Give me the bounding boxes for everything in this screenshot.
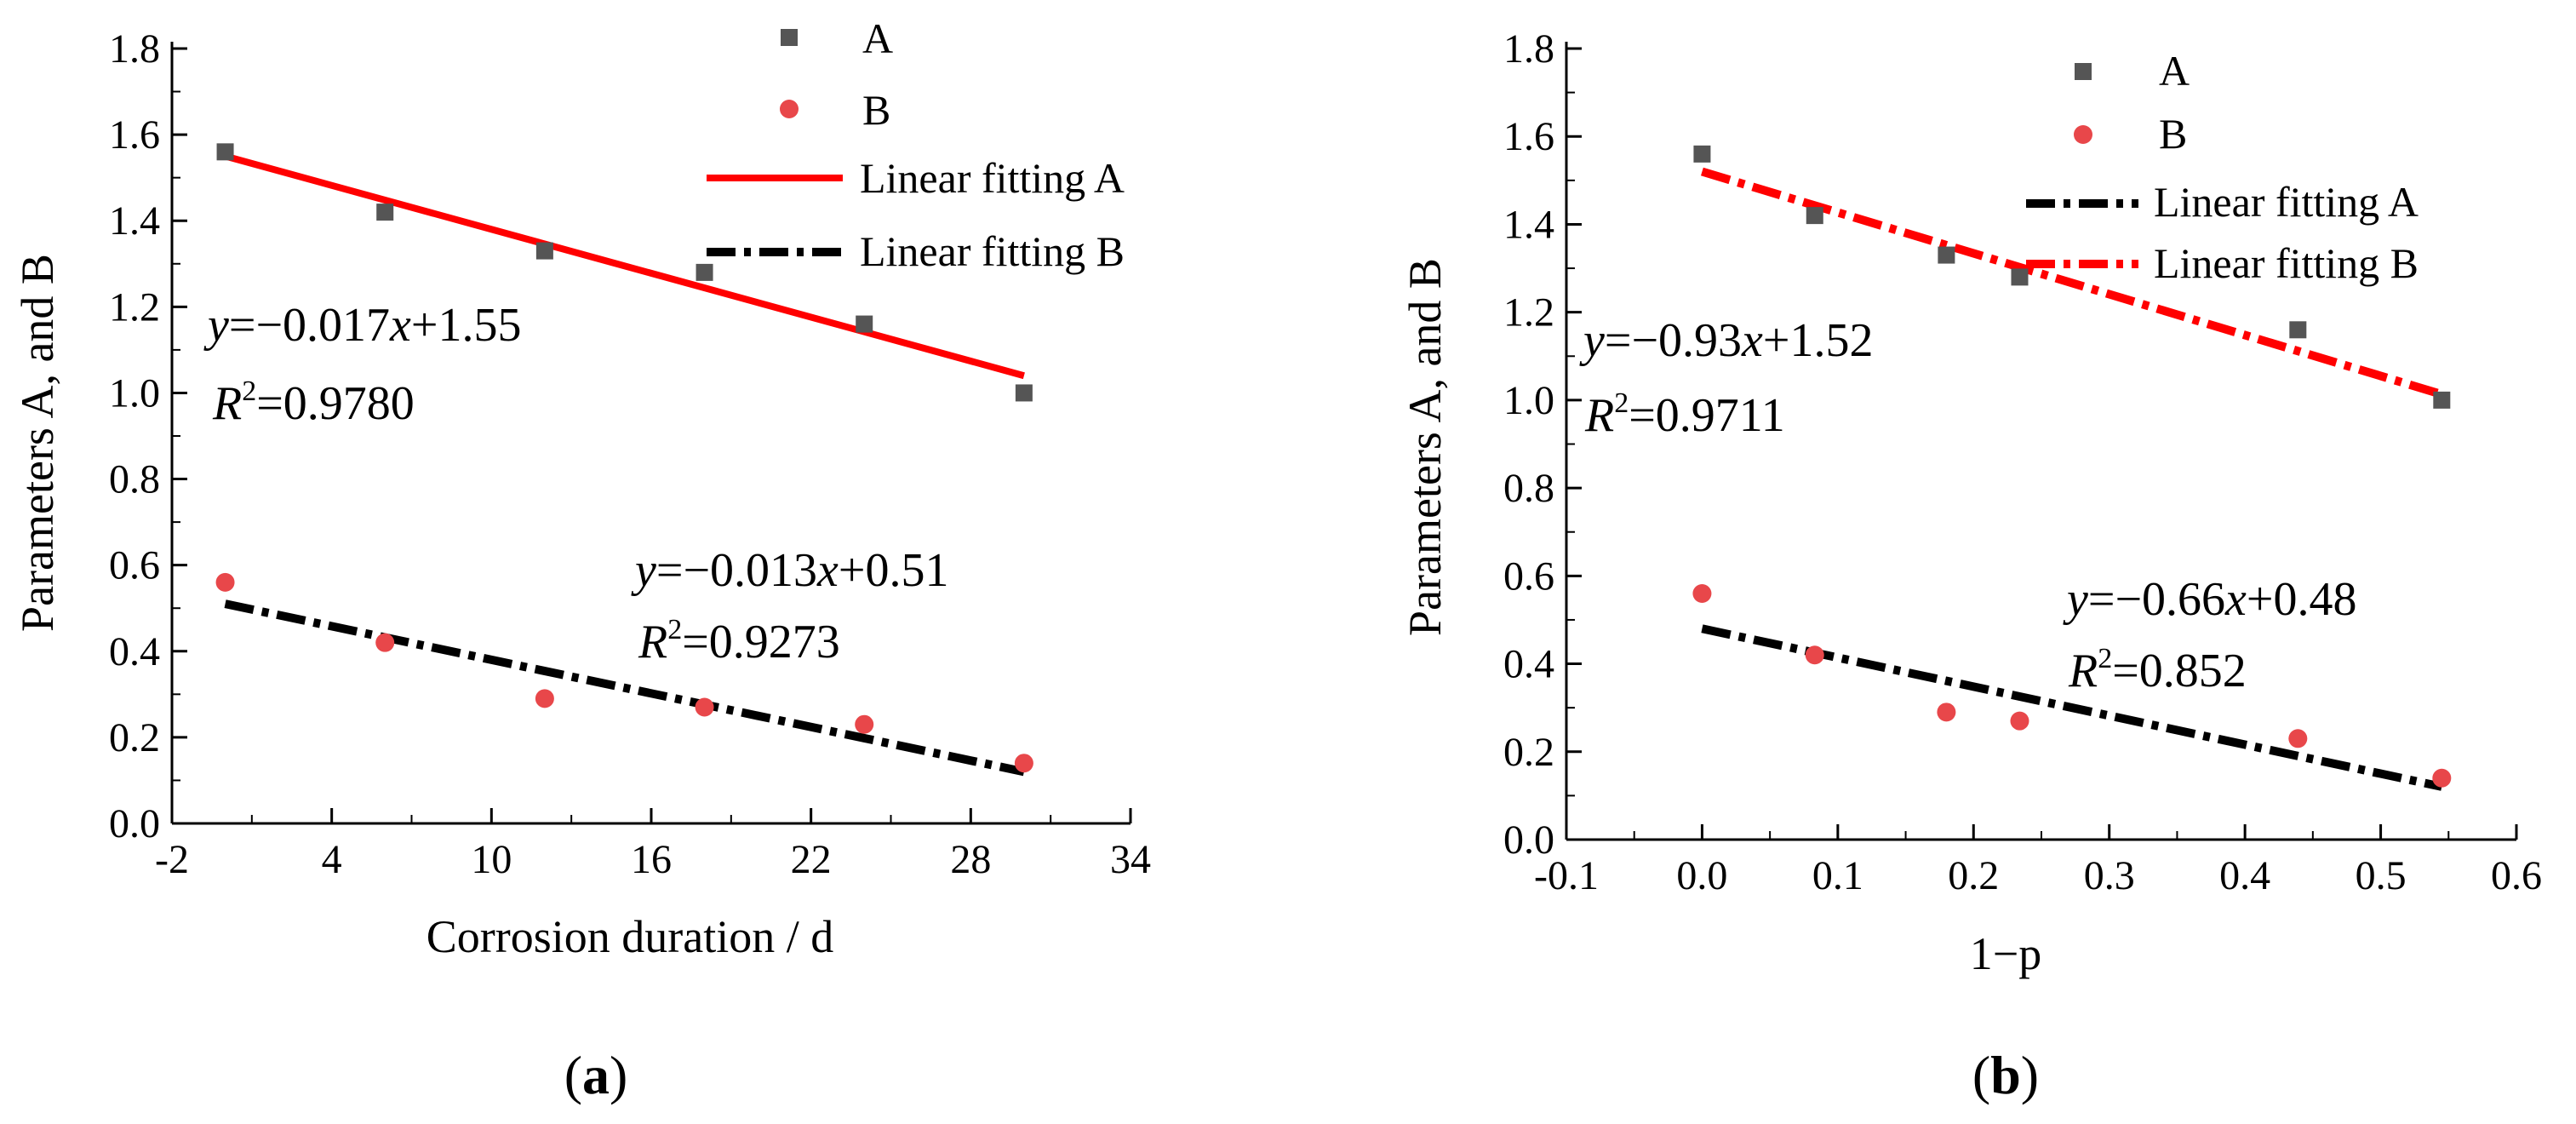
b-x-tick-label: 0.1 (1812, 853, 1863, 898)
b-point-B (2288, 729, 2308, 748)
b-y-tick-label: 1.8 (1503, 26, 1554, 72)
a-x-tick-label: -2 (155, 837, 189, 882)
panel-b: 0.00.20.40.60.81.01.21.41.61.8-0.1 0.0 0.1… (1400, 26, 2542, 1105)
a-point-B (855, 714, 874, 734)
a-y-tick-label: 0.8 (109, 457, 160, 502)
b-equation-A: y=−0.93x+1.52 (1579, 314, 1873, 367)
b-y-tick-label: 1.4 (1503, 202, 1554, 247)
b-plot-area: 0.00.20.40.60.81.01.21.41.61.8-0.1 0.0 0.1… (1503, 26, 2542, 898)
b-point-A (2011, 268, 2029, 286)
a-y-tick-label: 1.0 (109, 370, 160, 416)
b-point-A (1693, 145, 1711, 163)
a-legend-marker-A (781, 29, 798, 46)
a-point-A (376, 204, 394, 221)
a-point-A (1015, 384, 1033, 402)
a-x-tick-label: 4 (322, 837, 342, 882)
b-y-tick-label: 1.6 (1503, 114, 1554, 159)
a-y-tick-label: 1.8 (109, 26, 160, 72)
b-point-A (2289, 321, 2307, 339)
a-point-B (215, 572, 235, 592)
a-equation-A: y=−0.017x+1.55 (203, 299, 521, 352)
b-legend-label-A: A (2159, 47, 2190, 95)
a-x-tick-label: 16 (631, 837, 672, 882)
b-x-tick-label: 0.0 (1676, 853, 1727, 898)
a-y-tick-label: 0.6 (109, 543, 160, 588)
b-legend-label-fitB: Linear fitting B (2154, 239, 2419, 287)
b-legend-label-fitA: Linear fitting A (2154, 178, 2419, 226)
a-point-B (375, 633, 395, 652)
a-y-tick-label: 1.6 (109, 112, 160, 158)
b-point-A (2433, 391, 2451, 409)
b-y-tick-label: 0.0 (1503, 817, 1554, 863)
a-panel-label: (a) (564, 1045, 628, 1105)
a-plot-area: 0.0 0.2 0.4 0.6 0.8 1.0 1.2 1.4 1.6 1.8 -2 4 10 16 22 2… (109, 26, 1151, 882)
a-y-tick-label: 0.2 (109, 715, 160, 760)
b-fit-line-B (1700, 167, 2443, 399)
b-equation-B: y=−0.66x+0.48 (2063, 573, 2356, 626)
b-y-tick-label: 0.4 (1503, 642, 1554, 687)
b-point-B (1692, 583, 1712, 603)
b-fit-line-A (1701, 624, 2443, 791)
a-fit-line-A (224, 152, 1025, 380)
b-point-B (1937, 702, 1956, 722)
a-y-tick-label: 1.4 (109, 198, 160, 244)
b-y-tick-label: 1.0 (1503, 378, 1554, 423)
b-y-tick-label: 0.8 (1503, 466, 1554, 511)
a-r2-B: R2=0.9273 (638, 614, 840, 668)
a-point-A (856, 315, 873, 333)
a-legend-marker-B (780, 100, 799, 118)
b-x-tick-label: 0.2 (1948, 853, 1999, 898)
a-legend: A B Linear fitting A Linear fitting B (707, 14, 1125, 275)
b-x-tick-label: 0.6 (2491, 853, 2542, 898)
b-x-tick-label: 0.5 (2356, 853, 2407, 898)
b-point-A (1938, 246, 1955, 264)
a-point-B (695, 697, 714, 717)
a-x-tick-label: 34 (1110, 837, 1151, 882)
a-x-tick-label: 28 (950, 837, 991, 882)
a-y-tick-label: 0.0 (109, 801, 160, 846)
b-r2-A: R2=0.9711 (1584, 387, 1785, 442)
b-point-B (2432, 768, 2452, 788)
a-legend-label-B: B (862, 86, 890, 134)
a-legend-label-fitB: Linear fitting B (860, 227, 1125, 275)
b-x-tick-label: 0.4 (2219, 853, 2270, 898)
a-point-A (535, 242, 553, 260)
a-point-B (1014, 754, 1033, 773)
b-x-axis-label: 1−p (1970, 928, 2041, 979)
b-y-tick-label: 0.6 (1503, 553, 1554, 599)
b-legend-label-B: B (2159, 110, 2187, 158)
a-x-tick-label: 22 (791, 837, 832, 882)
b-y-tick-label: 0.2 (1503, 730, 1554, 775)
a-y-tick-label: 1.2 (109, 284, 160, 330)
a-point-B (535, 689, 554, 708)
b-point-B (2010, 711, 2029, 731)
b-x-tick-label: 0.3 (2084, 853, 2135, 898)
a-legend-label-A: A (862, 14, 893, 62)
a-point-A (216, 143, 234, 161)
a-r2-A: R2=0.9780 (212, 376, 415, 430)
b-x-tick-label: -0.1 (1534, 853, 1599, 898)
b-legend-marker-B (2074, 125, 2092, 144)
a-legend-label-fitA: Linear fitting A (860, 154, 1125, 202)
b-panel-label: (b) (1972, 1045, 2039, 1105)
a-y-tick-label: 0.4 (109, 629, 160, 674)
a-fit-line-B (224, 599, 1025, 777)
b-point-B (1805, 645, 1824, 665)
a-point-A (696, 263, 713, 281)
b-legend: A B Linear fitting A Linear fitting B (2026, 47, 2419, 287)
a-x-tick-label: 10 (471, 837, 512, 882)
a-equation-B: y=−0.013x+0.51 (631, 544, 948, 597)
panel-a: 0.0 0.2 0.4 0.6 0.8 1.0 1.2 1.4 1.6 1.8 -2 4 10 16 22 2… (12, 14, 1151, 1105)
b-y-axis-label: Parameters A, and B (1400, 258, 1451, 636)
b-y-tick-label: 1.2 (1503, 290, 1554, 335)
a-y-axis-label: Parameters A, and B (12, 254, 63, 632)
b-legend-marker-A (2075, 63, 2092, 80)
b-point-A (1806, 207, 1823, 225)
b-r2-B: R2=0.852 (2068, 643, 2247, 697)
a-x-axis-label: Corrosion duration / d (426, 911, 833, 962)
